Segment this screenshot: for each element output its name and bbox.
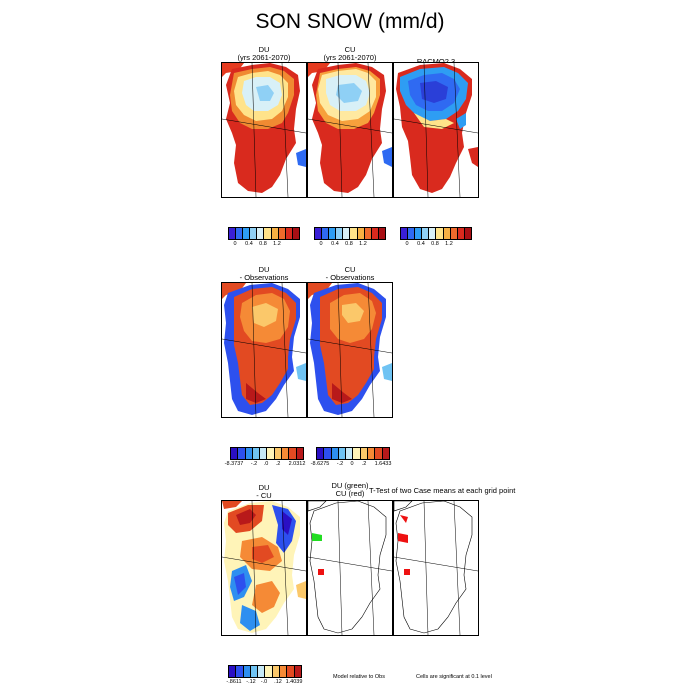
colorbar-cu-tick: 1.2: [359, 241, 367, 247]
colorbar-du-minus-cu: [228, 665, 302, 678]
colorbar-du-tick: 0: [233, 241, 237, 247]
map-panel-cu-minus-obs: [307, 282, 393, 418]
panel-title-racmo: RACMO2.3: [393, 58, 479, 66]
colorbar-du-minus-cu-tick: -.12: [246, 679, 256, 685]
colorbar-racmo-tick: 0.4: [417, 241, 425, 247]
colorbar-du-obs-tick: .0: [263, 461, 269, 467]
colorbar-cu-obs-tick: 1.6433: [374, 461, 392, 467]
map-panel-racmo-snow: [393, 62, 479, 198]
colorbar-racmo-tick: 0: [405, 241, 409, 247]
colorbar-du-tick: 1.2: [273, 241, 281, 247]
map-panel-ttest-cu-red: [393, 500, 479, 636]
panel-title-ttest-cases: DU (green) CU (red): [331, 481, 369, 498]
colorbar-du-minus-cu-tick: .12: [274, 679, 282, 685]
map-panel-du-minus-obs: [221, 282, 307, 418]
panel-title-cu-obs: CU - Observations: [325, 265, 375, 282]
map-panel-du-minus-cu: [221, 500, 307, 636]
colorbar-du-obs: [230, 447, 304, 460]
panel-title-du: DU (yrs 2061-2070): [237, 45, 291, 62]
colorbar-du-minus-cu-tick: -.8611: [226, 679, 242, 685]
colorbar-du-tick: 0.8: [259, 241, 267, 247]
ttest-header: T-Test of two Case means at each grid po…: [369, 486, 516, 495]
colorbar-cu-obs-tick: -8.6275: [310, 461, 330, 467]
colorbar-du-minus-cu-tick: -.0: [260, 679, 268, 685]
colorbar-du-obs-tick: .2: [275, 461, 281, 467]
map-panel-du-snow: [221, 62, 307, 198]
colorbar-cu-obs: [316, 447, 390, 460]
colorbar-du-obs-tick: -8.3737: [224, 461, 244, 467]
colorbar-cu-obs-tick: -.2: [336, 461, 344, 467]
colorbar-cu-tick: 0: [319, 241, 323, 247]
map-panel-cu-snow: [307, 62, 393, 198]
colorbar-du-obs-tick: 2.0312: [288, 461, 306, 467]
colorbar-racmo-tick: 1.2: [445, 241, 453, 247]
colorbar-cu: [314, 227, 386, 240]
note-model-relative: Model relative to Obs: [333, 674, 385, 680]
colorbar-du-obs-tick: -.2: [250, 461, 258, 467]
colorbar-racmo-tick: 0.8: [431, 241, 439, 247]
panel-title-du-obs: DU - Observations: [239, 265, 289, 282]
note-significance: Cells are significant at 0.1 level: [416, 674, 492, 680]
colorbar-cu-tick: 0.8: [345, 241, 353, 247]
colorbar-cu-obs-tick: 0: [350, 461, 354, 467]
map-panel-ttest-du-green: [307, 500, 393, 636]
colorbar-du: [228, 227, 300, 240]
colorbar-du-tick: 0.4: [245, 241, 253, 247]
colorbar-racmo: [400, 227, 472, 240]
panel-title-cu: CU (yrs 2061-2070): [323, 45, 377, 62]
colorbar-cu-obs-tick: .2: [361, 461, 367, 467]
panel-title-du-minus-cu: DU - CU: [256, 483, 272, 500]
figure-title: SON SNOW (mm/d): [255, 10, 445, 33]
colorbar-cu-tick: 0.4: [331, 241, 339, 247]
colorbar-du-minus-cu-tick: 1.4039: [285, 679, 303, 685]
